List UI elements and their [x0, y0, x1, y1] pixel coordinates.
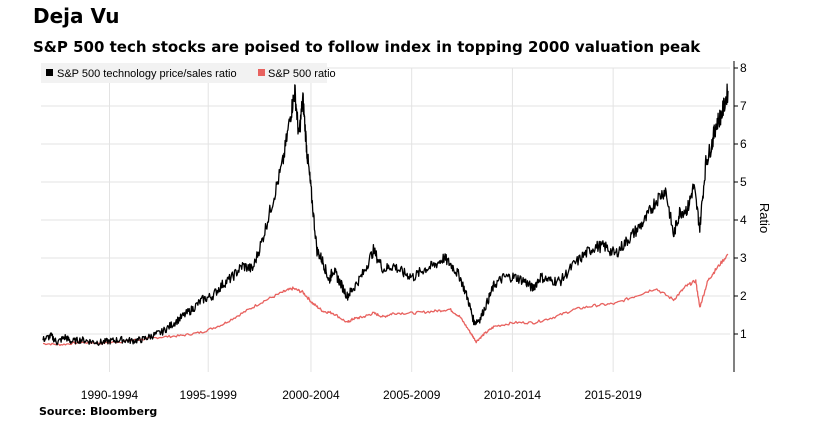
y-tick-label: 5	[740, 175, 747, 189]
x-tick-label: 2005-2009	[383, 388, 441, 402]
y-tick-label: 2	[740, 289, 747, 303]
y-tick-label: 7	[740, 99, 747, 113]
y-tick-label: 1	[740, 327, 747, 341]
y-tick-label: 6	[740, 137, 747, 151]
y-tick-label: 8	[740, 61, 747, 75]
legend-label-sp500: S&P 500 ratio	[268, 68, 336, 80]
chart-title: Deja Vu	[33, 4, 120, 28]
legend-swatch-sp500	[258, 69, 265, 76]
gridlines	[41, 67, 730, 372]
y-axis-ticks: 1 2 3 4 5 6 7 8	[734, 61, 747, 341]
legend-swatch-tech	[46, 69, 53, 76]
series-line-sp500	[43, 253, 729, 347]
chart-subtitle: S&P 500 tech stocks are poised to follow…	[33, 38, 701, 56]
legend-background	[41, 63, 327, 83]
x-tick-label: 1995-1999	[180, 388, 238, 402]
x-tick-label: 2000-2004	[282, 388, 340, 402]
x-tick-label: 2015-2019	[584, 388, 642, 402]
series-lines	[42, 83, 729, 347]
x-tick-label: 2010-2014	[484, 388, 542, 402]
source-note: Source: Bloomberg	[39, 405, 158, 418]
y-tick-label: 4	[740, 213, 747, 227]
legend-label-tech: S&P 500 technology price/sales ratio	[57, 68, 237, 80]
x-tick-label: 1990-1994	[81, 388, 139, 402]
y-tick-label: 3	[740, 251, 747, 265]
series-line-tech	[42, 83, 729, 346]
legend: S&P 500 technology price/sales ratio S&P…	[41, 63, 336, 83]
y-axis-title: Ratio	[757, 203, 772, 233]
x-axis-ticks: 1990-1994 1995-1999 2000-2004 2005-2009 2010…	[81, 388, 642, 402]
